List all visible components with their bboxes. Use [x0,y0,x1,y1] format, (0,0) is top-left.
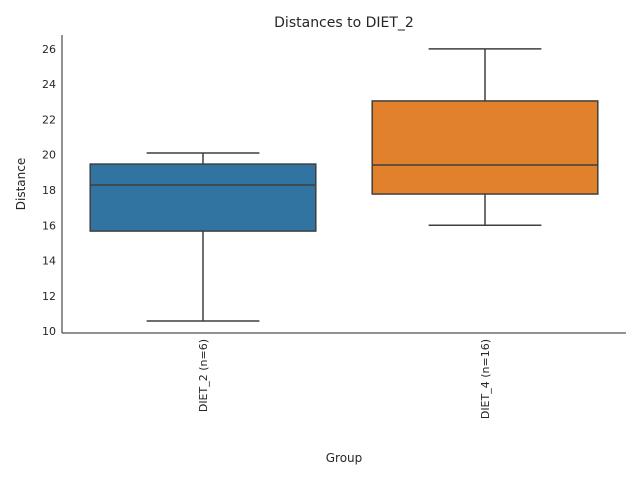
x-tick-label: DIET_2 (n=6) [197,339,210,412]
y-axis-label: Distance [14,158,28,210]
y-tick-label: 20 [42,149,56,162]
y-tick-label: 18 [42,184,56,197]
x-tick-label: DIET_4 (n=16) [479,339,492,419]
y-tick-label: 16 [42,219,56,232]
y-tick-label: 14 [42,255,56,268]
y-tick-label: 24 [42,78,56,91]
y-tick-label: 26 [42,43,56,56]
y-tick-label: 10 [42,325,56,338]
box-2 [371,100,599,195]
x-axis-label: Group [326,451,363,465]
box-1 [89,163,317,232]
y-tick-label: 22 [42,113,56,126]
y-tick-label: 12 [42,290,56,303]
plot-area: 10 12 14 16 18 20 22 24 26 DIET_2 (n=6) DIET_4 (n=… [42,35,626,419]
chart-title: Distances to DIET_2 [274,15,414,31]
